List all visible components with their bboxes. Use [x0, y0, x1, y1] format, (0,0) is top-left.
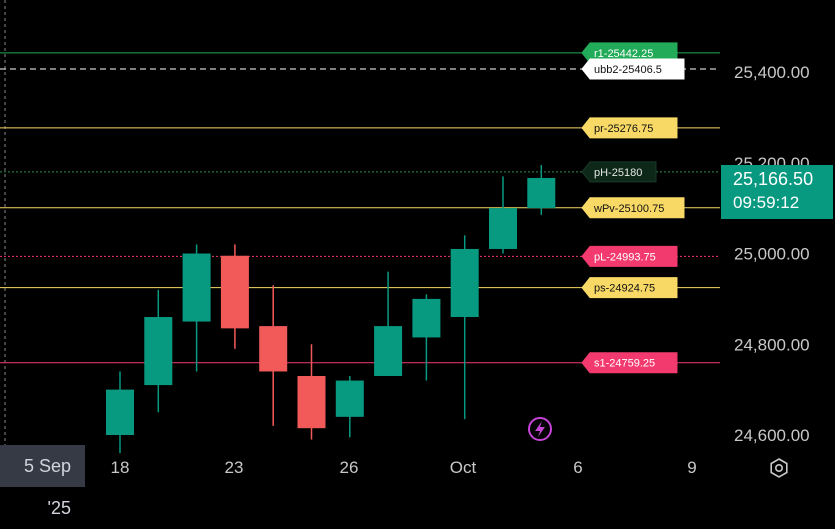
- level-tag-box: [581, 352, 678, 374]
- last-price-label: 25,166.50 09:59:12: [721, 165, 833, 219]
- x-tick-label: 18: [111, 458, 130, 477]
- candles: [106, 165, 556, 454]
- level-tag: ps-24924.75: [581, 277, 678, 299]
- last-price-value: 25,166.50: [733, 169, 814, 189]
- y-tick-label: 24,600.00: [734, 426, 810, 445]
- level-tag: pL-24993.75: [581, 245, 678, 267]
- candle-body: [106, 389, 134, 435]
- crosshair-date-badge: 5 Sep '25: [0, 445, 85, 518]
- candle-body: [450, 248, 479, 318]
- candle-body: [527, 177, 556, 209]
- candle-countdown: 09:59:12: [733, 193, 800, 212]
- candle-body: [297, 376, 326, 429]
- level-tag-text: pr-25276.75: [594, 123, 653, 135]
- x-tick-label: Oct: [450, 458, 477, 477]
- x-axis: 18 23 26 Oct 6 9: [111, 458, 697, 477]
- level-tag-box: [581, 117, 678, 139]
- y-tick-label: 25,000.00: [734, 245, 810, 264]
- level-tag: wPv-25100.75: [581, 197, 685, 219]
- candle-body: [182, 253, 211, 322]
- x-tick-label: 26: [340, 458, 359, 477]
- level-tag-text: pH-25180: [594, 167, 642, 179]
- level-tag-box: [581, 161, 657, 183]
- level-tag-text: pL-24993.75: [594, 251, 656, 263]
- candle-body: [374, 326, 403, 377]
- level-tag-text: r1-25442.25: [594, 48, 653, 60]
- level-tag-text: ubb2-25406.5: [594, 64, 662, 76]
- level-tag: pH-25180: [581, 161, 657, 183]
- lightning-icon[interactable]: [528, 417, 552, 441]
- level-tag-text: s1-24759.25: [594, 358, 655, 370]
- y-axis: 25,600.0025,400.0025,200.0025,000.0024,8…: [734, 63, 810, 445]
- settings-gear-icon[interactable]: [768, 457, 790, 479]
- level-tag-box: [581, 197, 685, 219]
- price-chart[interactable]: r1-25442.25 ubb2-25406.5 pr-25276.75 pH-251…: [0, 0, 835, 491]
- y-tick-label: 24,800.00: [734, 335, 810, 354]
- crosshair-date-text: 5 Sep '25: [23, 456, 71, 518]
- x-tick-label: 6: [573, 458, 582, 477]
- candle-body: [220, 255, 249, 329]
- candle-body: [259, 326, 288, 372]
- level-tag-box: [581, 58, 685, 80]
- candle-body: [335, 380, 364, 417]
- level-tag: r1-25442.25: [581, 42, 678, 64]
- level-tag: ubb2-25406.5: [581, 58, 685, 80]
- y-tick-label: 25,400.00: [734, 63, 810, 82]
- candle-body: [144, 317, 173, 386]
- level-tag-box: [581, 277, 678, 299]
- level-tag-text: ps-24924.75: [594, 283, 655, 295]
- level-tag-box: [581, 245, 678, 267]
- candle-body: [412, 298, 441, 338]
- level-tags: r1-25442.25 ubb2-25406.5 pr-25276.75 pH-251…: [581, 42, 685, 374]
- level-tag: pr-25276.75: [581, 117, 678, 139]
- candle-body: [489, 208, 517, 249]
- x-tick-label: 23: [225, 458, 244, 477]
- level-tag: s1-24759.25: [581, 352, 678, 374]
- x-tick-label: 9: [687, 458, 696, 477]
- level-tag-text: wPv-25100.75: [593, 203, 664, 215]
